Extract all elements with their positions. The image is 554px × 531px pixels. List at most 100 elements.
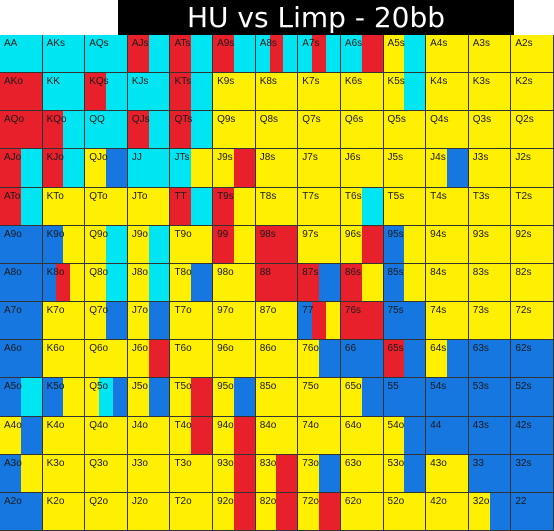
action-segment (319, 340, 340, 378)
action-segment (20, 187, 42, 225)
hand-label: 72s (515, 305, 532, 317)
action-segment (426, 378, 468, 416)
hand-label: J5o (131, 381, 148, 393)
action-segment (0, 73, 42, 111)
hand-cell: 74s (426, 302, 469, 341)
action-segment (426, 111, 468, 149)
hand-label: 22 (515, 495, 527, 507)
hand-cell: KQs (85, 73, 128, 112)
hand-cell: 53s (468, 378, 512, 417)
action-segment (511, 35, 553, 73)
hand-cell: T3o (170, 454, 214, 493)
hand-label: 75o (302, 381, 319, 393)
action-segment (468, 340, 511, 378)
hand-cell: K5o (42, 378, 86, 417)
hand-cell: QJo (85, 149, 128, 188)
hand-label: 53s (472, 381, 489, 393)
action-segment (269, 35, 284, 73)
hand-cell: T8s (255, 187, 299, 226)
hand-label: T8o (174, 266, 192, 278)
action-segment (511, 454, 553, 492)
action-segment (106, 149, 127, 187)
hand-label: 53o (387, 457, 405, 469)
action-segment (20, 378, 42, 416)
action-segment (511, 340, 553, 378)
action-segment (127, 187, 170, 225)
hand-label: 98s (259, 228, 276, 240)
action-segment (298, 340, 320, 378)
action-segment (127, 416, 170, 454)
hand-label: Q3s (472, 114, 492, 126)
action-segment (255, 302, 298, 340)
hand-cell: K3s (468, 73, 512, 112)
hand-label: 99 (217, 228, 229, 240)
hand-cell: Q8o (85, 263, 128, 303)
action-segment (170, 454, 213, 492)
action-segment (85, 187, 127, 225)
hand-cell: A2s (511, 35, 554, 74)
action-segment (255, 111, 298, 149)
action-segment (85, 340, 127, 378)
hand-label: T9o (174, 228, 192, 240)
hand-label: KTo (46, 190, 64, 202)
action-segment (426, 416, 468, 454)
hand-cell: 76o (298, 340, 341, 379)
action-segment (148, 302, 170, 340)
action-segment (233, 187, 255, 225)
action-segment (42, 302, 85, 340)
action-segment (213, 454, 234, 492)
hand-cell: J4s (426, 149, 469, 188)
action-segment (468, 416, 511, 454)
action-segment (148, 378, 170, 416)
hand-label: KJs (131, 76, 149, 88)
action-segment (213, 416, 234, 454)
hand-cell: 96o (213, 340, 256, 379)
hand-cell: AJo (0, 149, 43, 188)
action-segment (468, 492, 490, 530)
action-segment (20, 149, 42, 187)
action-segment (511, 149, 553, 187)
hand-cell: 32o (468, 492, 512, 531)
hand-label: JTo (131, 190, 148, 202)
hand-label: A9s (217, 38, 235, 49)
hand-cell: A6o (0, 340, 43, 379)
hand-cell: 42o (426, 492, 469, 531)
hand-cell: 99 (213, 225, 256, 264)
action-segment (127, 492, 170, 530)
action-segment (170, 225, 213, 263)
hand-label: K5o (46, 381, 65, 393)
hand-grid: AA AKs AQs AJs ATs A9s A8s A7s A6s A5s A4s A3s A2s AK… (0, 35, 554, 531)
action-segment (233, 492, 255, 530)
hand-label: J9o (131, 228, 148, 240)
hand-label: T4o (174, 419, 192, 431)
hand-cell: 85s (383, 263, 427, 303)
hand-cell: JTs (170, 149, 214, 188)
action-segment (326, 302, 340, 340)
hand-label: 74o (302, 419, 319, 431)
hand-label: Q8s (259, 114, 279, 126)
hand-label: A4s (430, 38, 448, 49)
hand-cell: A9o (0, 225, 43, 264)
action-segment (0, 149, 21, 187)
title-bar: HU vs Limp - 20bb (118, 0, 514, 35)
hand-cell: A5s (383, 35, 427, 74)
action-segment (85, 378, 100, 416)
hand-label: 76o (302, 343, 319, 355)
hand-label: J6s (344, 152, 361, 164)
hand-cell: 98o (213, 263, 256, 303)
action-segment (255, 416, 298, 454)
action-segment (127, 225, 149, 263)
hand-label: 65s (387, 343, 404, 355)
hand-label: K7o (46, 305, 65, 317)
hand-cell: K9o (42, 225, 86, 264)
action-segment (312, 302, 327, 340)
action-segment (511, 187, 553, 225)
hand-cell: A7s (298, 35, 341, 74)
action-segment (42, 378, 64, 416)
action-segment (404, 73, 426, 111)
action-segment (20, 454, 42, 492)
action-segment (213, 263, 255, 302)
hand-label: J9s (217, 152, 233, 164)
hand-label: 84s (430, 266, 447, 278)
action-segment (383, 35, 405, 73)
